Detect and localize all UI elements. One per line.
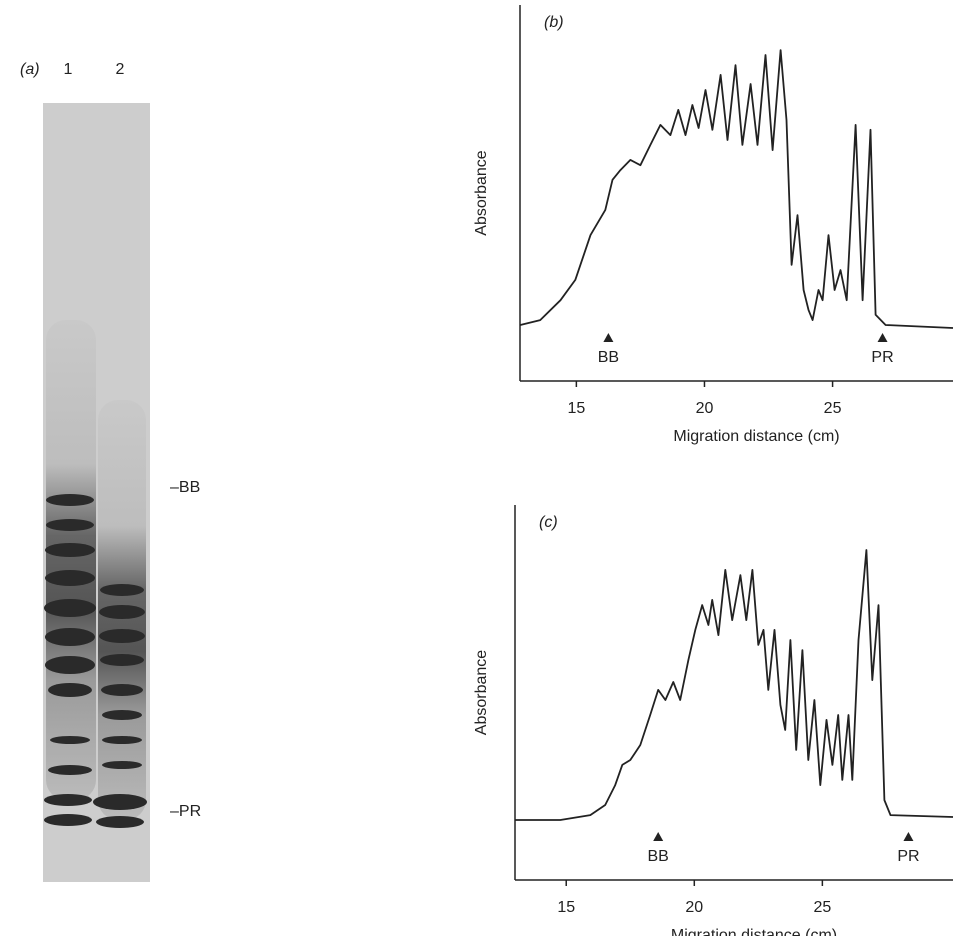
annotation-marker	[903, 832, 914, 841]
x-tick-label: 20	[685, 899, 703, 916]
annotation-label: BB	[648, 848, 669, 865]
x-tick-label: 25	[824, 400, 842, 417]
panel-label: (a)	[20, 61, 40, 78]
x-tick-label: 15	[567, 400, 585, 417]
marker-label: –BB	[170, 479, 200, 496]
panel-label: (b)	[544, 14, 564, 31]
gel: (a) 1 2 –BB –PR	[20, 61, 201, 882]
lane-smear	[46, 320, 96, 800]
marker-label: –PR	[170, 803, 201, 820]
annotation-marker	[877, 333, 888, 342]
x-axis-label: Migration distance (cm)	[673, 428, 839, 445]
annotation-label: PR	[897, 848, 919, 865]
y-axis-label: Absorbance	[473, 650, 490, 735]
x-axis-label: Migration distance (cm)	[671, 927, 837, 936]
annotation-label: BB	[598, 349, 619, 366]
lane-label: 1	[64, 61, 73, 78]
x-tick-label: 20	[696, 400, 714, 417]
lane-label: 2	[116, 61, 125, 78]
annotation-marker	[603, 333, 614, 342]
x-tick-label: 15	[557, 899, 575, 916]
annotation-label: PR	[871, 349, 893, 366]
trace	[515, 549, 954, 821]
gel-bands	[44, 494, 147, 828]
y-axis-label: Absorbance	[473, 150, 490, 235]
annotation-marker	[653, 832, 664, 841]
panel-label: (c)	[539, 514, 558, 531]
x-tick-label: 25	[813, 899, 831, 916]
trace	[520, 49, 954, 329]
